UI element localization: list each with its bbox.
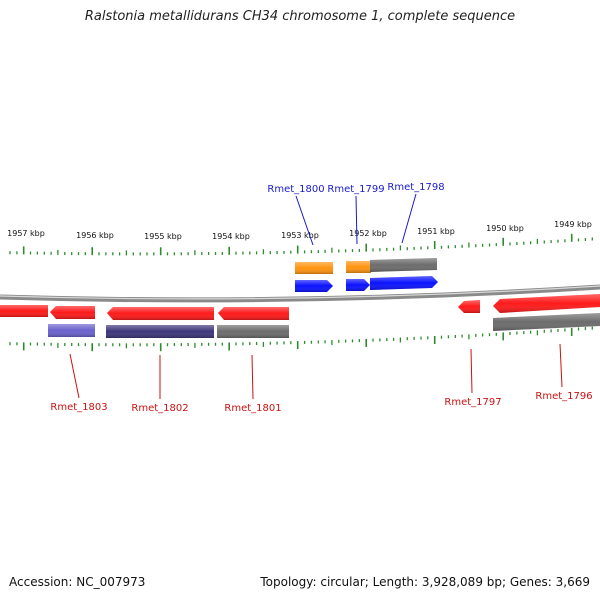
forward-strand-genes xyxy=(295,258,438,292)
tick-label-1951: 1951 kbp xyxy=(417,227,455,236)
gene-rmet-1798[interactable] xyxy=(370,258,438,290)
label-rmet-1797[interactable]: Rmet_1797 xyxy=(444,397,501,408)
leader-rmet-1800 xyxy=(295,195,314,246)
leader-rmet-1796 xyxy=(559,343,563,388)
leader-rmet-1798 xyxy=(401,193,417,244)
topology-summary-text: Topology: circular; Length: 3,928,089 bp… xyxy=(260,575,590,589)
tick-label-1955: 1955 kbp xyxy=(144,232,182,241)
label-rmet-1799[interactable]: Rmet_1799 xyxy=(327,184,384,195)
gene-partial-left[interactable] xyxy=(0,305,48,317)
scale-ticks-top xyxy=(9,233,593,256)
label-rmet-1803[interactable]: Rmet_1803 xyxy=(50,402,107,413)
tick-label-1957: 1957 kbp xyxy=(7,229,45,238)
tick-label-1952: 1952 kbp xyxy=(349,229,387,238)
gene-labels: Rmet_1800 Rmet_1799 Rmet_1798 Rmet_1803 … xyxy=(50,182,592,414)
label-rmet-1798[interactable]: Rmet_1798 xyxy=(387,182,444,193)
chromosome-backbone-highlight xyxy=(0,285,600,300)
leader-rmet-1797 xyxy=(470,348,473,394)
tick-label-1956: 1956 kbp xyxy=(76,231,114,240)
label-rmet-1802[interactable]: Rmet_1802 xyxy=(131,403,188,414)
gene-rmet-1799[interactable] xyxy=(346,261,371,291)
gene-rmet-1796[interactable] xyxy=(493,294,600,331)
map-title: Ralstonia metallidurans CH34 chromosome … xyxy=(84,9,516,24)
gene-rmet-1797[interactable] xyxy=(458,300,480,313)
gene-rmet-1803[interactable] xyxy=(48,306,95,337)
gene-rmet-1801[interactable] xyxy=(217,307,289,338)
tick-label-1953: 1953 kbp xyxy=(281,231,319,240)
leader-rmet-1799 xyxy=(355,195,358,245)
gene-label-leaders xyxy=(69,193,563,400)
gene-rmet-1802[interactable] xyxy=(106,307,214,338)
accession-text: Accession: NC_007973 xyxy=(9,575,146,589)
scale-ticks-bottom xyxy=(9,326,593,352)
tick-label-1950: 1950 kbp xyxy=(486,224,524,233)
label-rmet-1796[interactable]: Rmet_1796 xyxy=(535,391,592,402)
tick-label-1949: 1949 kbp xyxy=(554,220,592,229)
leader-rmet-1801 xyxy=(251,354,254,400)
scale-tick-labels: 1957 kbp 1956 kbp 1955 kbp 1954 kbp 1953… xyxy=(7,220,592,241)
tick-label-1954: 1954 kbp xyxy=(212,232,250,241)
reverse-strand-genes xyxy=(0,294,600,338)
label-rmet-1801[interactable]: Rmet_1801 xyxy=(224,403,281,414)
gene-rmet-1800[interactable] xyxy=(295,262,333,292)
label-rmet-1800[interactable]: Rmet_1800 xyxy=(267,184,324,195)
leader-rmet-1803 xyxy=(69,353,80,399)
chromosome-backbone xyxy=(0,284,600,303)
